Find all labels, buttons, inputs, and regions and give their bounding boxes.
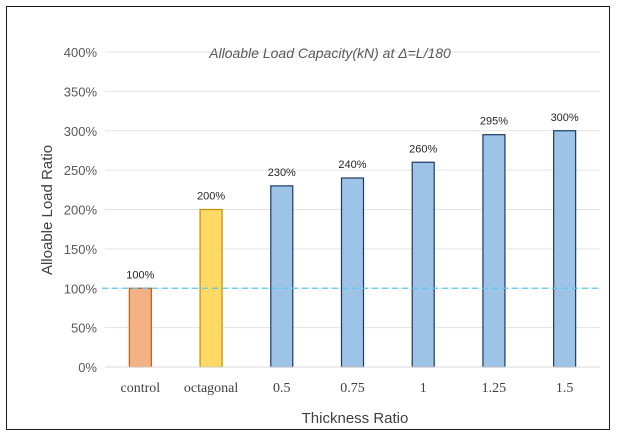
data-labels: 100% 200% 230% 240% 260% 295% 300% [126, 112, 579, 282]
bar-control [128, 287, 152, 368]
x-tick-label: 0.5 [273, 381, 291, 396]
bars [128, 130, 577, 368]
x-axis-title: Thickness Ratio [302, 410, 409, 427]
y-tick-label: 300% [64, 124, 98, 139]
data-label: 300% [551, 112, 579, 124]
y-tick-label: 250% [64, 163, 98, 178]
data-label: 295% [480, 116, 508, 128]
x-tick-label: 1 [420, 381, 427, 396]
y-tick-label: 100% [64, 281, 98, 296]
y-tick-label: 50% [71, 321, 97, 336]
x-axis-ticks: control octagonal 0.5 0.75 1 1.25 1.5 [121, 381, 574, 396]
data-label: 260% [409, 143, 437, 155]
bar-1.25 [482, 134, 506, 368]
y-tick-label: 350% [64, 84, 98, 99]
data-label: 100% [126, 269, 154, 281]
y-axis-ticks: 0% 50% 100% 150% 200% 250% 300% 350% 400% [64, 45, 98, 375]
data-label: 230% [268, 167, 296, 179]
data-label: 200% [197, 191, 225, 203]
y-axis-title: Alloable Load Ratio [39, 145, 56, 275]
bar-0.5 [270, 185, 294, 368]
y-tick-label: 200% [64, 203, 98, 218]
x-tick-label: 1.5 [556, 381, 574, 396]
y-tick-label: 0% [78, 360, 97, 375]
x-tick-label: control [121, 381, 161, 396]
chart-frame [6, 6, 610, 430]
x-tick-label: octagonal [184, 381, 239, 396]
bar-1 [411, 161, 435, 368]
bar-1.5 [553, 130, 577, 368]
x-tick-label: 1.25 [482, 381, 507, 396]
data-label: 240% [338, 159, 366, 171]
y-tick-label: 150% [64, 242, 98, 257]
bar-0.75 [340, 177, 365, 368]
x-tick-label: 0.75 [340, 381, 365, 396]
y-tick-label: 400% [64, 45, 98, 60]
chart-title: Alloable Load Capacity(kN) at Δ=L/180 [208, 45, 451, 61]
